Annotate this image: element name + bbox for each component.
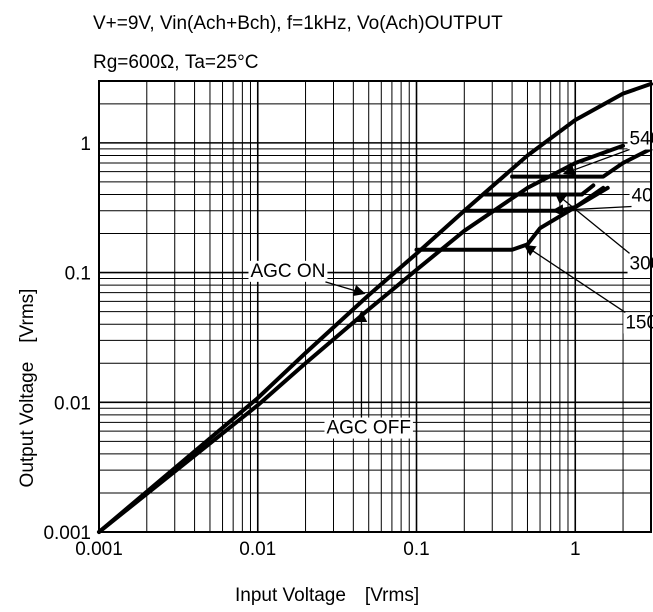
annotation-label-background bbox=[627, 253, 653, 275]
annotation-arrow bbox=[325, 281, 366, 297]
annotations: 540mV 400mV 300mV 150mV AGC ON AGC OFF bbox=[248, 128, 653, 439]
annotation-arrow bbox=[551, 204, 632, 216]
x-tick-label: 0.1 bbox=[403, 539, 429, 560]
x-tick-label: 0.01 bbox=[239, 539, 276, 560]
y-tick-label: 0.001 bbox=[43, 523, 91, 544]
chart-subtitle: Rg=600Ω, Ta=25°C bbox=[93, 52, 258, 73]
plot-frame bbox=[98, 80, 652, 533]
y-tick-label: 0.1 bbox=[65, 264, 91, 285]
annotation-label-background bbox=[248, 260, 328, 282]
annotation-arrow bbox=[554, 192, 630, 254]
x-tick-label: 0.001 bbox=[75, 539, 123, 560]
annotation-arrow bbox=[523, 244, 626, 313]
y-axis-label: Output Voltage [Vrms] bbox=[17, 289, 38, 488]
series-line bbox=[462, 185, 606, 213]
y-tick-label: 0.01 bbox=[54, 393, 91, 414]
annotation-label: 300mV bbox=[630, 253, 653, 274]
annotation-label-background bbox=[324, 417, 413, 439]
series-line bbox=[510, 146, 653, 179]
annotation-label: 540mV bbox=[630, 129, 653, 150]
series-lines bbox=[97, 81, 653, 534]
annotation-label: 150mV bbox=[625, 312, 653, 333]
y-tick-label: 1 bbox=[80, 134, 91, 155]
tick-labels: 0.001 0.01 0.1 1 0.001 0.01 0.1 1 bbox=[43, 134, 580, 560]
annotation-label: AGC ON bbox=[250, 261, 325, 282]
annotation-label-background bbox=[623, 312, 653, 334]
series-line bbox=[483, 183, 596, 197]
x-axis-label: Input Voltage [Vrms] bbox=[235, 585, 419, 606]
series-line bbox=[97, 81, 653, 534]
annotation-arrow bbox=[562, 148, 630, 176]
chart-title: V+=9V, Vin(Ach+Bch), f=1kHz, Vo(Ach)OUTP… bbox=[93, 13, 503, 34]
annotation-label-background bbox=[629, 185, 653, 207]
annotation-label-background bbox=[627, 128, 653, 150]
annotation-label: 400mV bbox=[632, 185, 653, 206]
series-line bbox=[97, 143, 625, 534]
x-tick-label: 1 bbox=[570, 539, 581, 560]
annotation-label: AGC OFF bbox=[326, 418, 410, 439]
